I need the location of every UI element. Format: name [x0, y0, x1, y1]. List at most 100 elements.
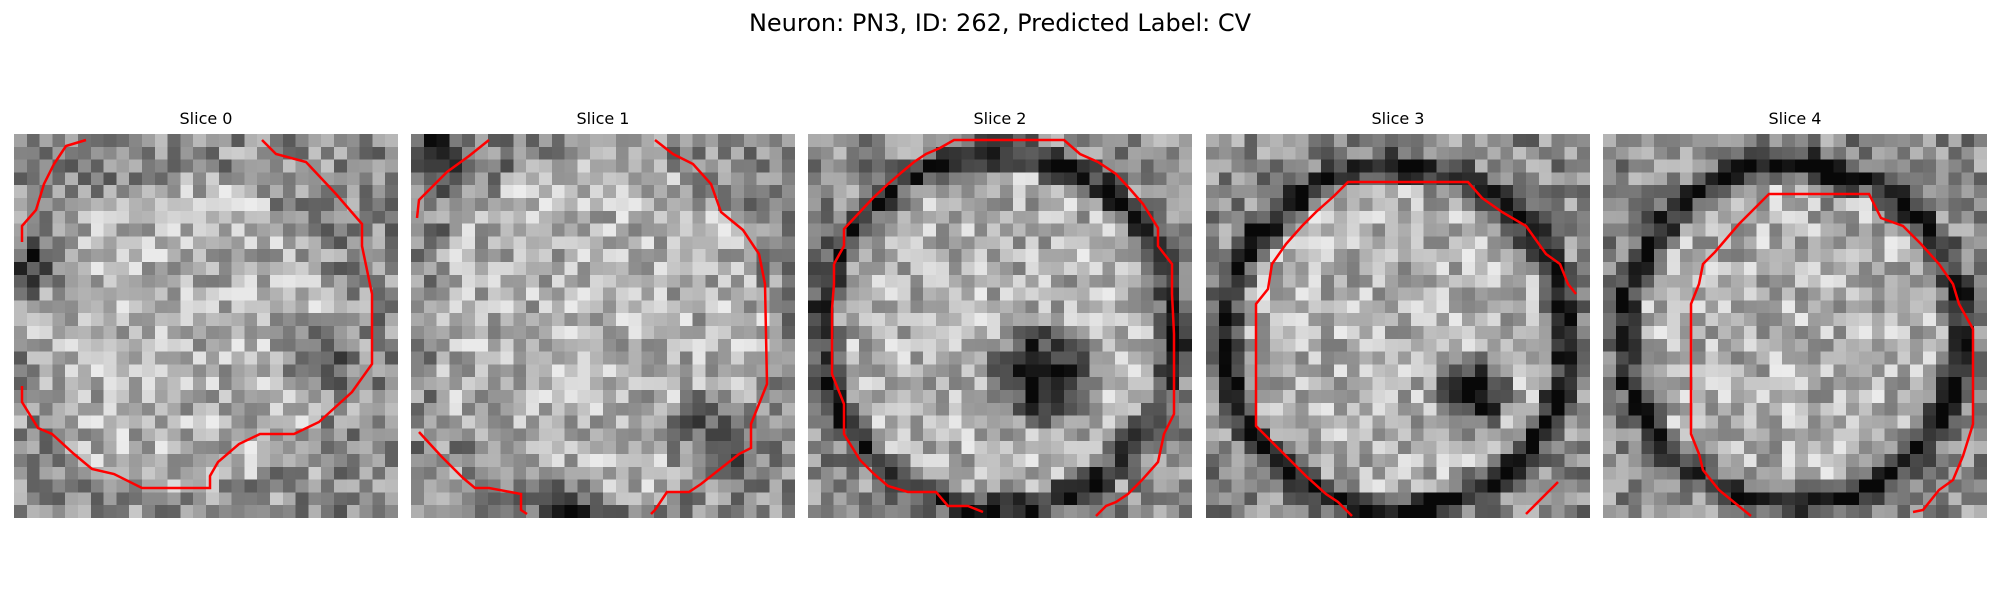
slice-pixel: [1974, 249, 1987, 263]
slice-pixel: [1206, 287, 1220, 301]
slice-pixel: [193, 172, 207, 186]
slice-pixel: [372, 377, 386, 391]
slice-pixel: [257, 402, 271, 417]
slice-pixel: [1474, 223, 1489, 237]
slice-pixel: [667, 236, 681, 250]
slice-pixel: [244, 172, 258, 186]
slice-pixel: [1718, 210, 1732, 225]
slice-pixel: [1538, 466, 1553, 481]
slice-pixel: [564, 454, 578, 468]
slice-pixel: [1820, 390, 1834, 404]
slice-pixel: [692, 338, 706, 353]
slice-pixel: [1398, 223, 1412, 237]
slice-pixel: [1500, 466, 1514, 481]
slice-pixel: [1756, 351, 1770, 365]
slice-pixel: [718, 262, 732, 276]
slice-pixel: [679, 466, 694, 481]
slice-pixel: [910, 377, 924, 391]
slice-pixel: [718, 300, 732, 314]
slice-pixel: [1667, 236, 1681, 250]
slice-pixel: [1577, 441, 1590, 455]
slice-pixel: [436, 338, 450, 353]
slice-pixel: [436, 402, 450, 417]
slice-pixel: [282, 326, 297, 340]
slice-pixel: [1244, 313, 1258, 327]
slice-pixel: [1025, 466, 1039, 481]
slice-pixel: [385, 146, 398, 161]
slice-pixel: [206, 326, 220, 340]
slice-pixel: [1846, 351, 1860, 365]
slice-pixel: [1398, 134, 1412, 148]
slice-pixel: [1743, 159, 1758, 173]
slice-pixel: [411, 492, 425, 506]
slice-pixel: [206, 287, 220, 301]
slice-pixel: [1231, 479, 1245, 493]
slice-pixel: [884, 146, 899, 161]
slice-pixel: [1385, 441, 1399, 455]
slice-pixel: [948, 466, 963, 481]
slice-pixel: [206, 492, 220, 506]
slice-pixel: [321, 415, 335, 429]
slice-pixel: [1615, 249, 1630, 263]
slice-pixel: [180, 274, 194, 289]
slice-pixel: [833, 326, 847, 340]
slice-pixel: [1115, 505, 1129, 518]
slice-pixel: [564, 479, 578, 493]
slice-pixel: [14, 364, 28, 378]
slice-pixel: [1692, 249, 1706, 263]
slice-pixel: [1282, 134, 1297, 148]
slice-pixel: [1102, 326, 1116, 340]
slice-pixel: [1115, 236, 1129, 250]
slice-pixel: [500, 159, 514, 173]
slice-pixel: [1871, 338, 1886, 353]
slice-pixel: [1577, 262, 1590, 276]
slice-pixel: [667, 466, 681, 481]
slice-pixel: [731, 466, 745, 481]
slice-pixel: [1551, 236, 1565, 250]
slice-pixel: [180, 428, 194, 442]
slice-pixel: [65, 479, 79, 493]
slice-pixel: [1346, 287, 1361, 301]
slice-pixel: [615, 428, 630, 442]
slice-pixel: [1820, 454, 1834, 468]
slice-pixel: [1257, 159, 1271, 173]
slice-panel-2: Slice 2: [808, 108, 1192, 518]
slice-pixel: [1628, 479, 1642, 493]
slice-pixel: [1769, 287, 1783, 301]
slice-pixel: [756, 146, 770, 161]
slice-pixel: [833, 338, 847, 353]
slice-pixel: [1705, 146, 1719, 161]
slice-pixel: [603, 377, 617, 391]
slice-pixel: [1731, 479, 1745, 493]
slice-pixel: [564, 172, 578, 186]
slice-pixel: [103, 454, 117, 468]
slice-pixel: [78, 313, 92, 327]
slice-pixel: [1692, 146, 1706, 161]
slice-pixel: [1705, 134, 1719, 148]
slice-pixel: [859, 326, 873, 340]
slice-pixel: [218, 249, 233, 263]
slice-pixel: [1244, 274, 1258, 289]
slice-pixel: [1859, 338, 1873, 353]
slice-pixel: [551, 326, 566, 340]
slice-pixel: [1000, 198, 1014, 212]
slice-pixel: [436, 262, 450, 276]
slice-pixel: [1795, 338, 1809, 353]
slice-pixel: [142, 134, 156, 148]
slice-pixel: [1436, 146, 1450, 161]
slice-pixel: [1334, 377, 1348, 391]
slice-pixel: [231, 351, 245, 365]
slice-pixel: [52, 249, 66, 263]
slice-pixel: [334, 364, 348, 378]
slice-pixel: [500, 236, 514, 250]
slice-pixel: [1140, 428, 1155, 442]
slice-pixel: [923, 479, 937, 493]
slice-pixel: [295, 185, 309, 199]
slice-pixel: [103, 364, 117, 378]
slice-pixel: [244, 377, 258, 391]
slice-pixel: [475, 351, 489, 365]
slice-pixel: [897, 223, 911, 237]
slice-pixel: [936, 300, 950, 314]
slice-pixel: [1410, 454, 1425, 468]
slice-pixel: [1603, 390, 1617, 404]
